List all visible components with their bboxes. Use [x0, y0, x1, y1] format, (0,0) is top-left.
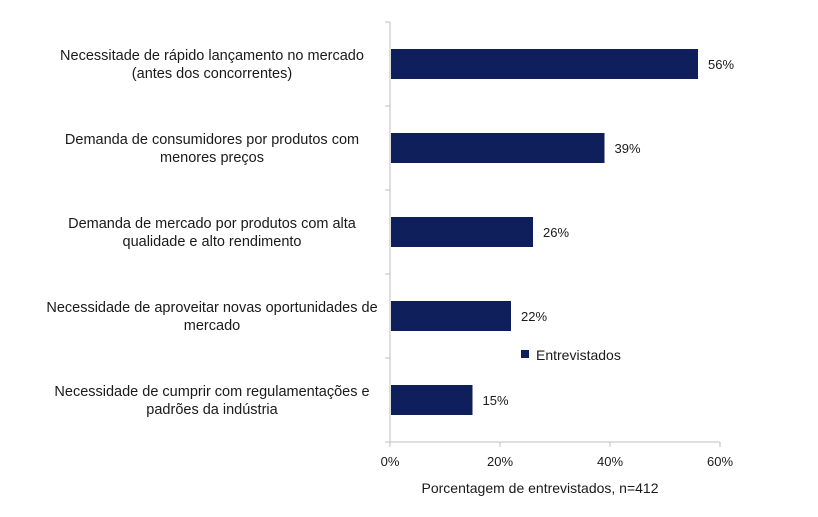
category-label: Demanda de consumidores por produtos com… [65, 132, 359, 166]
bar [391, 217, 533, 247]
category-label-line: mercado [184, 318, 240, 334]
category-label-line: Demanda de consumidores por produtos com [65, 132, 359, 148]
x-tick-label: 40% [597, 454, 623, 469]
legend: Entrevistados [521, 347, 621, 363]
category-label-line: (antes dos concorrentes) [132, 66, 292, 82]
bar-value-label: 26% [543, 225, 569, 240]
legend-label: Entrevistados [536, 347, 621, 363]
category-label: Necessidade de aproveitar novas oportuni… [46, 300, 377, 334]
x-tick-labels: 0% 20% 40% 60% [381, 454, 734, 469]
bar [391, 385, 473, 415]
axes [385, 21, 721, 447]
category-label-line: Demanda de mercado por produtos com alta [68, 216, 357, 232]
category-label-line: menores preços [160, 150, 264, 166]
category-label-line: Necessitade de rápido lançamento no merc… [60, 48, 364, 64]
bars [391, 49, 698, 415]
value-labels: 56% 39% 26% 22% 15% [483, 57, 735, 408]
x-tick-label: 0% [381, 454, 400, 469]
category-label-line: Necessidade de aproveitar novas oportuni… [46, 300, 377, 316]
category-label-line: qualidade e alto rendimento [123, 234, 302, 250]
category-label: Demanda de mercado por produtos com alta… [68, 216, 357, 250]
bar [391, 133, 605, 163]
bar [391, 49, 698, 79]
category-label: Necessitade de rápido lançamento no merc… [60, 48, 364, 82]
legend-swatch [521, 350, 529, 358]
bar [391, 301, 511, 331]
x-axis-title: Porcentagem de entrevistados, n=412 [422, 480, 659, 496]
bar-value-label: 56% [708, 57, 734, 72]
bar-value-label: 15% [483, 393, 509, 408]
bar-value-label: 39% [615, 141, 641, 156]
category-labels: Necessitade de rápido lançamento no merc… [46, 48, 377, 418]
bar-value-label: 22% [521, 309, 547, 324]
x-tick-label: 60% [707, 454, 733, 469]
category-label: Necessidade de cumprir com regulamentaçõ… [54, 384, 369, 418]
category-label-line: padrões da indústria [146, 402, 278, 418]
x-tick-label: 20% [487, 454, 513, 469]
category-label-line: Necessidade de cumprir com regulamentaçõ… [54, 384, 369, 400]
